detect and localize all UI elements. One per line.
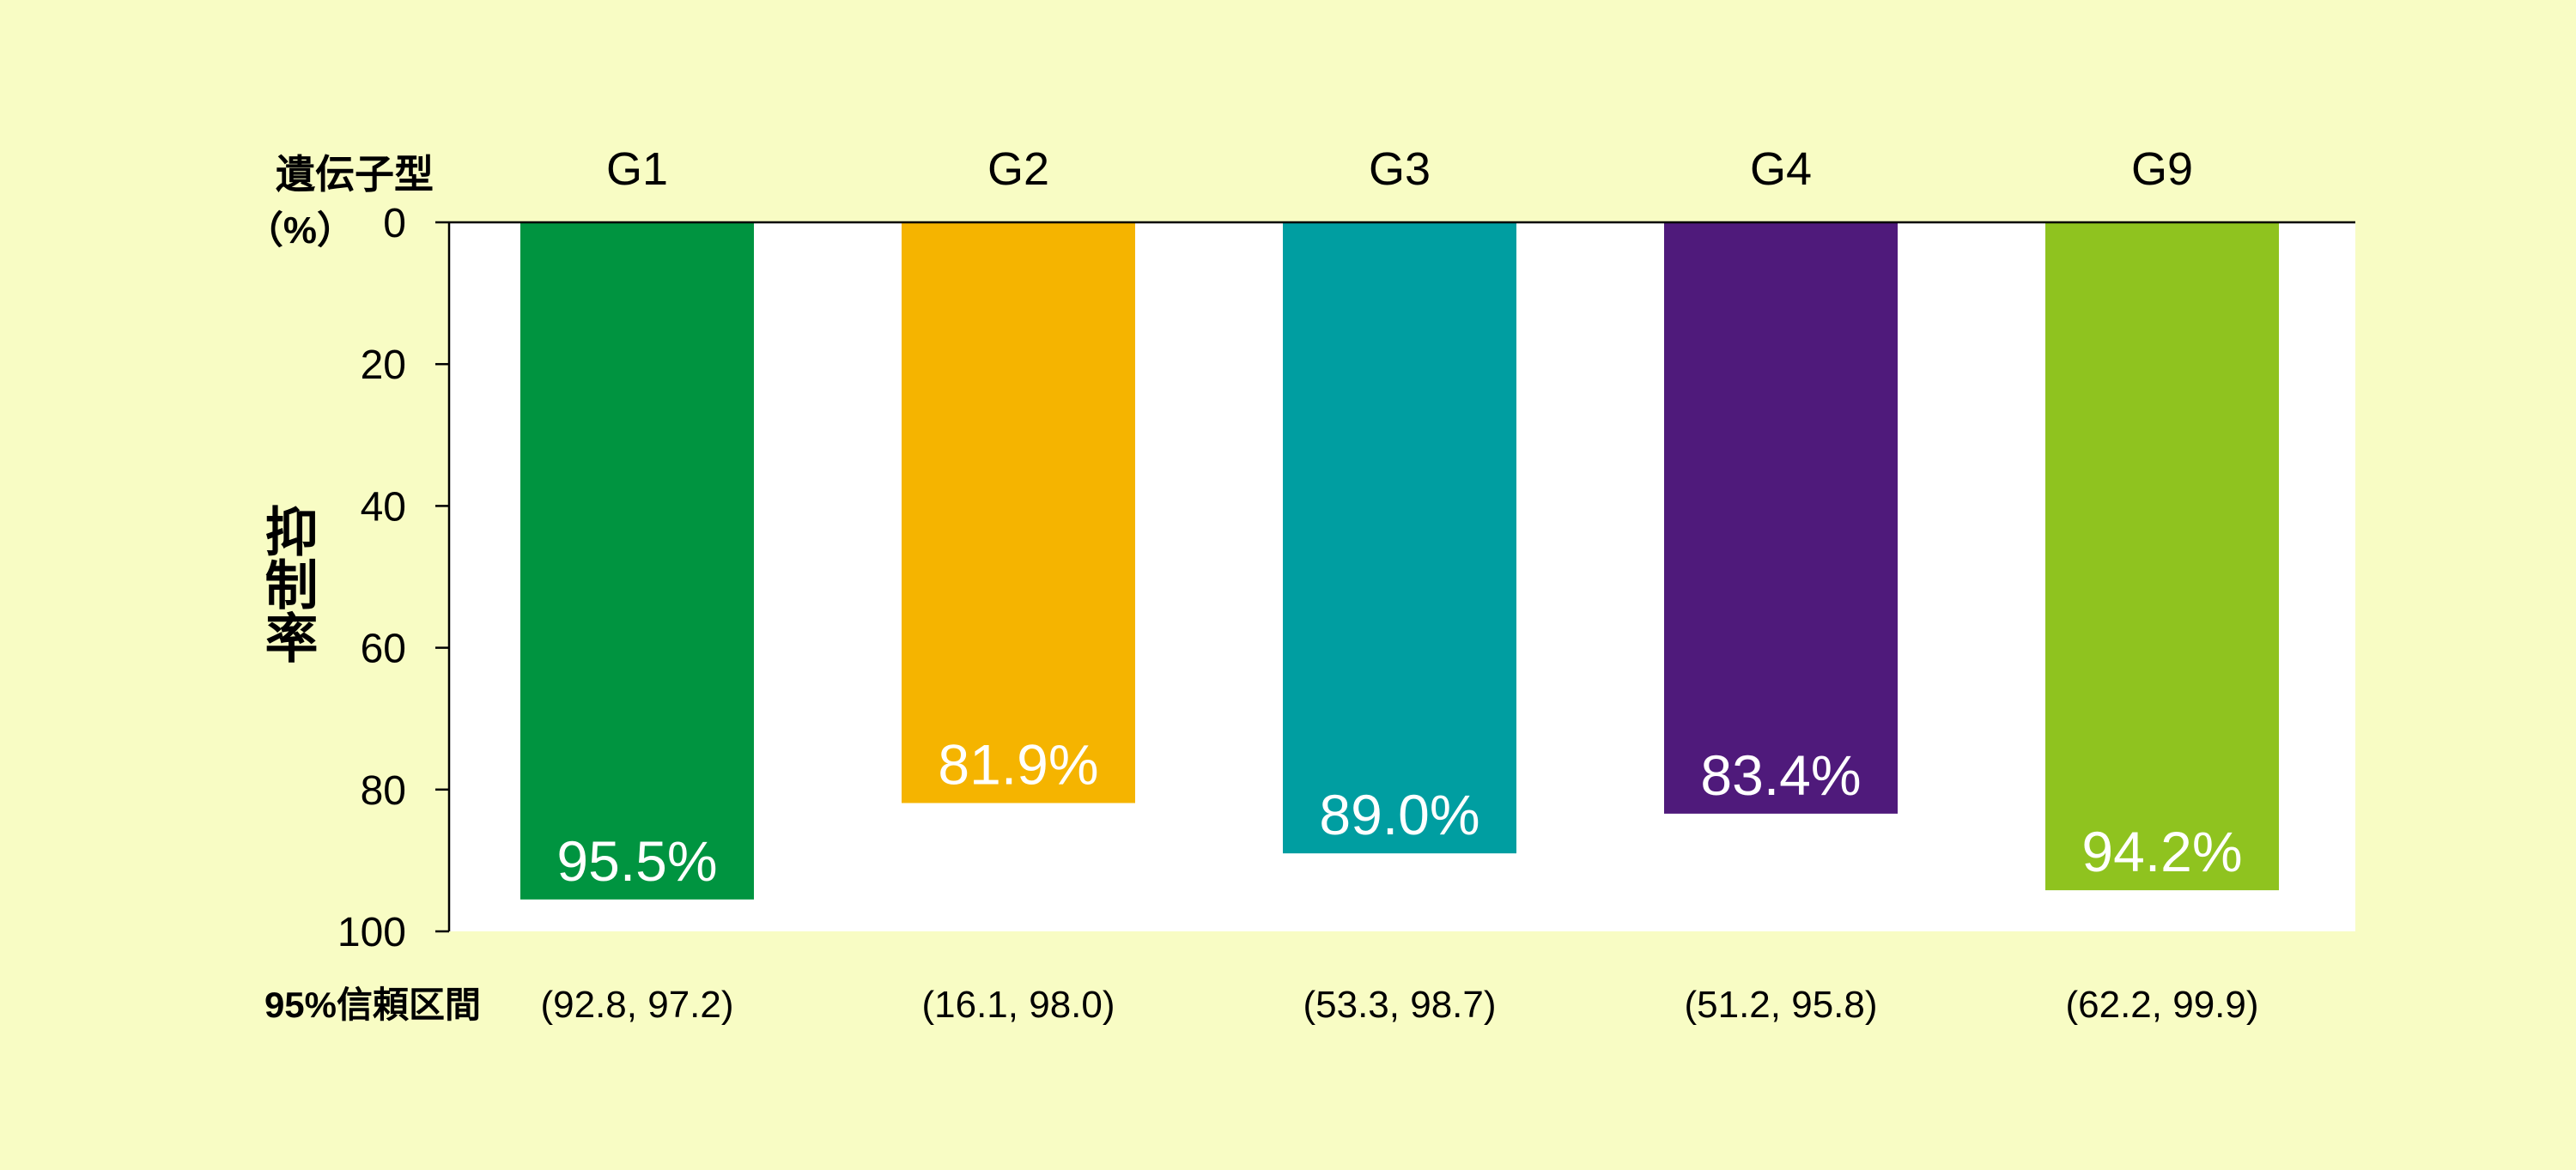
y-tick-label: 60 [361, 627, 406, 672]
category-label: G4 [1750, 143, 1812, 195]
bar-g1 [520, 222, 754, 900]
ci-label: (51.2, 95.8) [1684, 984, 1877, 1026]
bar-g4 [1664, 222, 1898, 814]
ci-label: (53.3, 98.7) [1303, 984, 1496, 1026]
category-label: G3 [1369, 143, 1431, 195]
unit-label: （%） [246, 209, 355, 252]
category-label: G1 [606, 143, 668, 195]
bar-g2 [902, 222, 1135, 803]
bar-value-label: 95.5% [556, 829, 717, 893]
ci-label: (16.1, 98.0) [921, 984, 1115, 1026]
y-tick-label: 100 [337, 910, 406, 955]
category-labels-group: G1 G2 G3 G4 G9 [606, 143, 2193, 195]
y-tick-label: 40 [361, 484, 406, 530]
category-label: G2 [987, 143, 1049, 195]
bar-value-label: 83.4% [1700, 743, 1861, 807]
genotype-header: 遺伝子型 [276, 152, 434, 197]
bar-g9 [2045, 222, 2279, 891]
bars-group: 95.5% 81.9% 89.0% 83.4% 94.2% [520, 222, 2279, 900]
y-axis-title: 抑制率 [257, 504, 318, 664]
y-tick-label: 80 [361, 768, 406, 814]
bar-value-label: 89.0% [1319, 783, 1479, 846]
ci-labels-group: (92.8, 97.2) (16.1, 98.0) (53.3, 98.7) (51.… [540, 984, 2258, 1026]
y-tick-label: 20 [361, 343, 406, 388]
bar-g3 [1283, 222, 1516, 854]
bar-value-label: 81.9% [938, 732, 1098, 796]
ci-row-label: 95%信頼区間 [264, 985, 481, 1025]
ci-label: (62.2, 99.9) [2065, 984, 2258, 1026]
y-ticks-group: 0 20 40 60 80 100 [337, 201, 449, 955]
category-label: G9 [2131, 143, 2193, 195]
y-tick-label: 0 [383, 201, 406, 246]
bar-value-label: 94.2% [2081, 820, 2242, 883]
ci-label: (92.8, 97.2) [540, 984, 733, 1026]
